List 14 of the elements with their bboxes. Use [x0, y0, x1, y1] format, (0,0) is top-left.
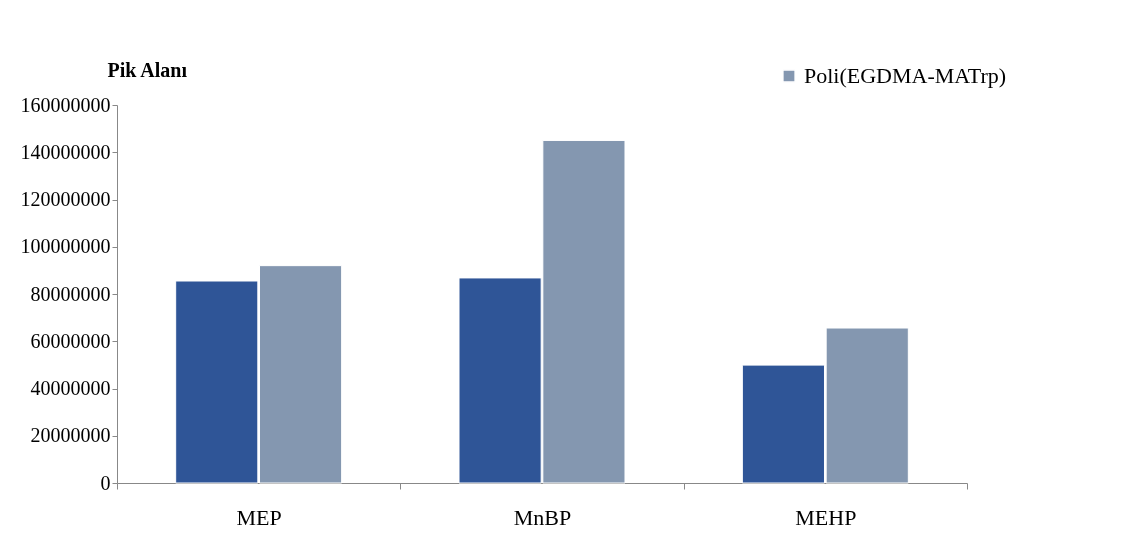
y-tick-label: 20000000: [30, 424, 111, 447]
y-tick-label: 0: [100, 471, 111, 494]
y-tick-label: 140000000: [20, 140, 111, 163]
x-tick-label: MnBP: [513, 504, 572, 530]
y-tick-label: 120000000: [20, 188, 111, 210]
legend-label: Poli(EGDMA-MATrp): [804, 63, 1007, 88]
y-tick-label: 60000000: [30, 329, 111, 352]
y-tick-label: 160000000: [20, 93, 111, 116]
y-axis-title: Pik Alanı: [107, 58, 188, 81]
x-tick-label: MEP: [236, 504, 282, 530]
y-tick-label: 100000000: [20, 235, 111, 258]
y-tick-label: 40000000: [30, 377, 111, 399]
x-tick-label: MEHP: [795, 504, 857, 530]
y-tick-label: 80000000: [30, 282, 111, 305]
